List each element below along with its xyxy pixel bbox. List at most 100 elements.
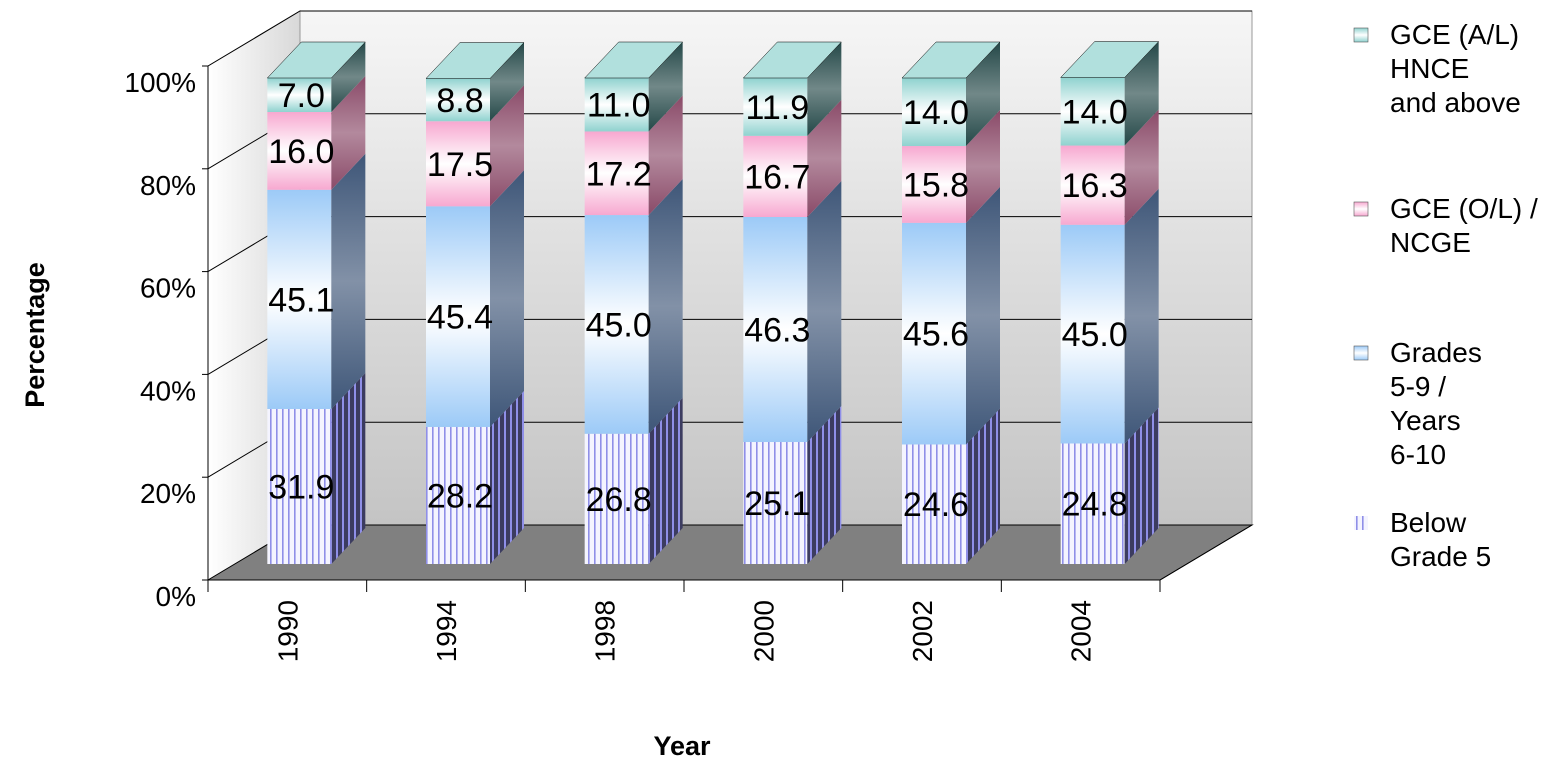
bar-segment-side bbox=[966, 408, 1000, 564]
x-axis-ticks: 1990 1994 1998 2000 2002 2004 bbox=[207, 580, 1161, 662]
bar-segment bbox=[1060, 145, 1125, 225]
data-label: 45.6 bbox=[903, 316, 969, 354]
legend-label: and above bbox=[1390, 87, 1521, 118]
x-tick-label: 2004 bbox=[1066, 600, 1097, 662]
data-label: 26.8 bbox=[586, 481, 652, 519]
bar-segment-side bbox=[490, 42, 524, 122]
data-label: 11.0 bbox=[587, 87, 651, 125]
legend-label: GCE (O/L) / bbox=[1390, 193, 1538, 224]
bar-segment bbox=[743, 135, 808, 217]
data-label: 8.8 bbox=[436, 82, 483, 120]
legend-swatch bbox=[1353, 27, 1369, 43]
data-label: 24.6 bbox=[903, 486, 969, 524]
bar-segment-side bbox=[1124, 188, 1159, 444]
bar-segment bbox=[267, 189, 332, 409]
gridline bbox=[207, 10, 1252, 67]
bar-segment-side bbox=[807, 99, 842, 217]
x-tick-label: 2002 bbox=[907, 600, 938, 662]
data-label: 17.5 bbox=[427, 146, 493, 184]
legend-label: Below bbox=[1390, 507, 1467, 538]
bar-segment-side bbox=[331, 153, 366, 409]
bar-segment-side bbox=[807, 42, 842, 136]
data-label: 16.7 bbox=[744, 158, 810, 196]
y-tick-label: 100% bbox=[124, 67, 196, 98]
bar-segment-side bbox=[966, 110, 1000, 223]
bar-segment bbox=[584, 215, 649, 434]
y-tick-label: 40% bbox=[140, 375, 196, 406]
legend-swatch bbox=[1354, 516, 1368, 530]
bar-top bbox=[1060, 41, 1160, 78]
data-label: 46.3 bbox=[744, 312, 810, 350]
bar-segment bbox=[426, 206, 490, 427]
bar-segment-side bbox=[490, 390, 524, 564]
x-tick-label: 2000 bbox=[748, 600, 779, 662]
legend-swatch bbox=[1353, 345, 1369, 361]
bar-segment-side bbox=[648, 95, 683, 216]
bar-segment bbox=[584, 78, 649, 132]
data-label: 24.8 bbox=[1062, 486, 1128, 524]
bar-top bbox=[425, 42, 525, 79]
data-label: 45.0 bbox=[1062, 316, 1128, 354]
bar-segment-side bbox=[490, 170, 524, 427]
bar-segment-side bbox=[1124, 407, 1159, 564]
legend-item: GCE (O/L) /NCGE bbox=[1353, 193, 1538, 258]
data-label: 25.1 bbox=[744, 485, 810, 523]
y-tick-label: 0% bbox=[156, 581, 196, 612]
floor-edge bbox=[1159, 524, 1253, 581]
bar-segment-side bbox=[648, 397, 683, 564]
data-label: 17.2 bbox=[586, 155, 652, 193]
bar-segment-side bbox=[807, 180, 842, 443]
bar-segment bbox=[743, 216, 808, 443]
bar-segment bbox=[902, 146, 966, 223]
bar-segment bbox=[1060, 224, 1125, 444]
legend-swatch bbox=[1353, 201, 1369, 217]
data-label: 16.3 bbox=[1062, 167, 1128, 205]
legend-label: 6-10 bbox=[1390, 439, 1446, 470]
bar-segment-side bbox=[331, 372, 366, 564]
legend-label: Grades bbox=[1390, 337, 1482, 368]
legend-label: Grade 5 bbox=[1390, 541, 1491, 572]
bar-top bbox=[266, 41, 366, 79]
bar-segment-side bbox=[331, 42, 366, 113]
bar-top bbox=[901, 41, 1001, 79]
data-label: 14.0 bbox=[903, 94, 969, 132]
bar-segment bbox=[267, 112, 332, 190]
legend-label: 5-9 / bbox=[1390, 371, 1446, 402]
bar-segment bbox=[426, 426, 490, 564]
bar-segment-side bbox=[1124, 109, 1159, 225]
y-axis-title: Percentage bbox=[20, 262, 50, 408]
data-label: 28.2 bbox=[427, 477, 493, 515]
data-label: 45.4 bbox=[427, 299, 493, 337]
data-label: 31.9 bbox=[268, 468, 334, 506]
bar-segment bbox=[267, 78, 332, 113]
bar-segment-side bbox=[966, 186, 1000, 445]
bar-top bbox=[584, 41, 684, 79]
data-label: 45.0 bbox=[586, 306, 652, 344]
data-label: 14.0 bbox=[1062, 94, 1128, 132]
bar-segment bbox=[902, 78, 966, 147]
x-tick-label: 1998 bbox=[590, 600, 621, 662]
y-axis-ticks: 0% 20% 40% 60% 80% 100% bbox=[124, 65, 208, 612]
x-tick-label: 1990 bbox=[272, 600, 303, 662]
bar-segment bbox=[584, 433, 649, 564]
bar-segment bbox=[743, 78, 808, 136]
data-label: 16.0 bbox=[268, 133, 334, 171]
bar-segment-side bbox=[966, 42, 1000, 147]
bar-segment bbox=[902, 444, 966, 564]
bar-segment-side bbox=[648, 179, 683, 434]
bar-segment-side bbox=[807, 406, 842, 564]
data-label: 11.9 bbox=[746, 89, 810, 127]
bar-top bbox=[742, 41, 842, 79]
data-label: 45.1 bbox=[268, 281, 334, 319]
bar-segment bbox=[426, 78, 490, 122]
legend-label: GCE (A/L) bbox=[1390, 19, 1519, 50]
y-tick-label: 80% bbox=[140, 170, 196, 201]
bar-segment-side bbox=[331, 76, 366, 190]
bar-segment bbox=[743, 442, 808, 564]
legend-label: Years bbox=[1390, 405, 1461, 436]
bar-segment bbox=[584, 131, 649, 216]
y-tick-label: 20% bbox=[140, 478, 196, 509]
